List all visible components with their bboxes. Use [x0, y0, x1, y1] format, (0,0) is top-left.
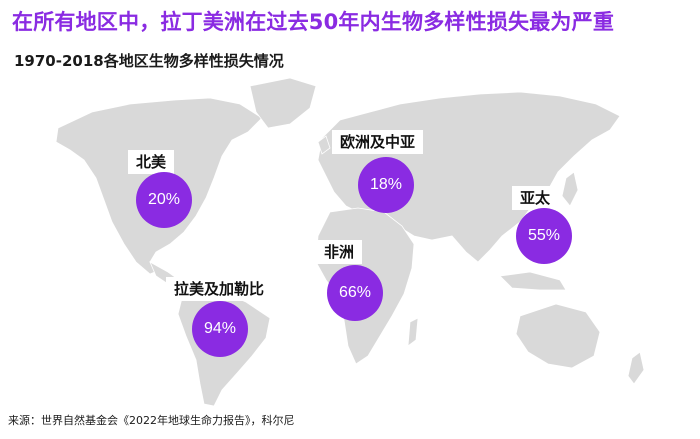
britain-landmass: [317, 135, 331, 155]
source-note: 来源：世界自然基金会《2022年地球生命力报告》，科尔尼: [8, 414, 295, 427]
region-label-north-america: 北美: [128, 150, 175, 174]
australia-landmass: [515, 303, 601, 369]
bubble-europe-central-asia: 18%: [358, 157, 414, 213]
bubble-africa: 66%: [327, 265, 383, 321]
southeast-asia-islands: [499, 271, 567, 291]
region-label-latin-america: 拉美及加勒比: [166, 277, 273, 301]
region-label-asia-pacific: 亚太: [512, 186, 559, 210]
japan-landmass: [561, 171, 579, 207]
new-zealand-landmass: [627, 351, 645, 385]
page-title: 在所有地区中，拉丁美洲在过去50年内生物多样性损失最为严重: [12, 10, 615, 34]
bubble-asia-pacific: 55%: [516, 208, 572, 264]
greenland-landmass: [249, 77, 317, 129]
region-label-europe-central-asia: 欧洲及中亚: [332, 130, 424, 154]
bubble-north-america: 20%: [136, 172, 192, 228]
madagascar-landmass: [407, 317, 419, 347]
chart-subtitle: 1970-2018各地区生物多样性损失情况: [14, 52, 284, 70]
region-label-africa: 非洲: [316, 240, 363, 264]
bubble-latin-america: 94%: [192, 301, 248, 357]
